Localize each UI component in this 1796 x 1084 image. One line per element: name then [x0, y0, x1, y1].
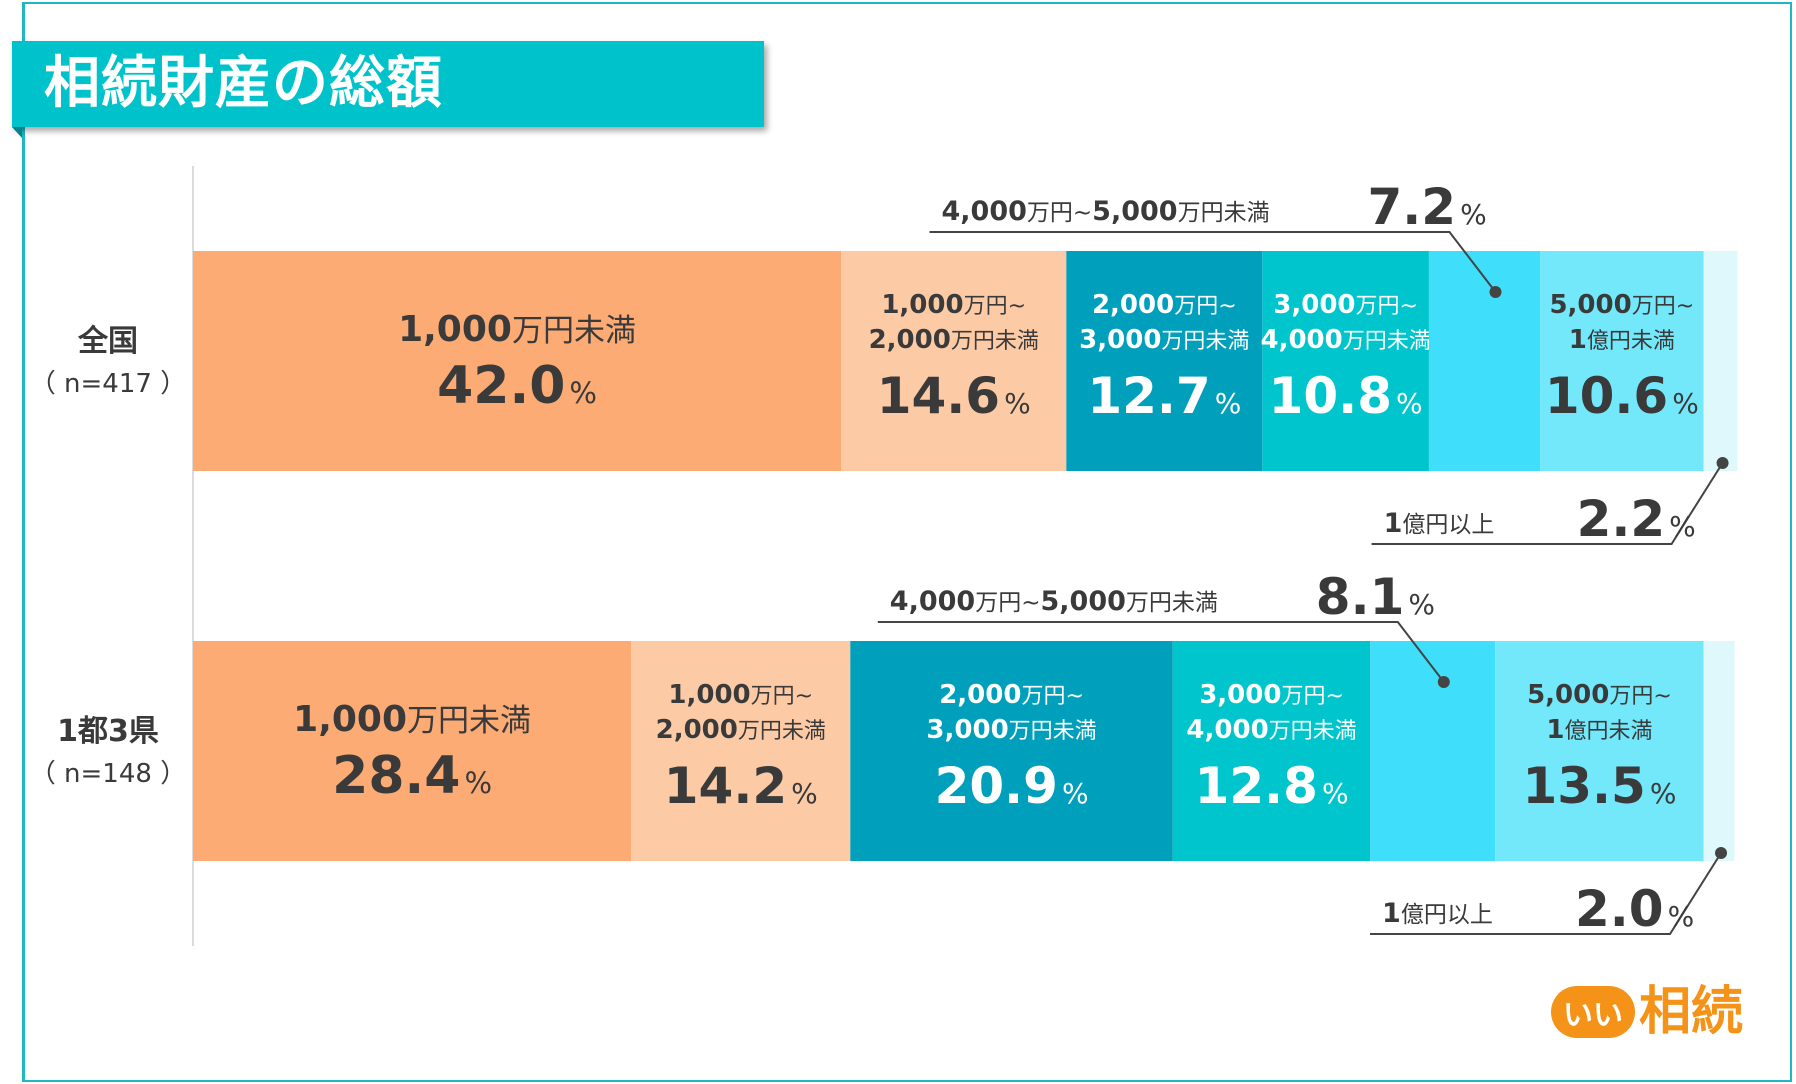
- segment-label: 5,000万円~: [1527, 680, 1672, 710]
- bar-segment: [1703, 251, 1738, 471]
- bar-segment: [1703, 641, 1735, 861]
- segment-label: 4,000万円未満: [1260, 325, 1430, 355]
- bar-segment: [850, 641, 1173, 861]
- callout-label: 1億円以上: [1382, 898, 1493, 929]
- callout-dot: [1437, 676, 1450, 688]
- segment-label: 4,000万円未満: [1186, 715, 1356, 745]
- callout-leader-line: [1370, 852, 1722, 935]
- segment-label: 2,000万円未満: [656, 715, 826, 745]
- callout-leader-line: [877, 621, 1445, 683]
- segment-label: 1,000万円~: [881, 290, 1026, 320]
- title-banner-fold: [12, 127, 22, 138]
- segment-label: 3,000万円~: [1199, 680, 1344, 710]
- segment-label: 3,000万円~: [1273, 290, 1418, 320]
- segment-value: 10.8%: [1269, 367, 1423, 425]
- segment-label: 5,000万円~: [1549, 290, 1694, 320]
- segment-label: 1億円未満: [1569, 325, 1675, 355]
- callout-value: 2.2%: [1577, 490, 1696, 548]
- segment-label: 3,000万円未満: [926, 715, 1096, 745]
- segment-label: 3,000万円未満: [1079, 325, 1249, 355]
- title-banner: [12, 41, 764, 127]
- segment-label: 1,000万円未満: [293, 699, 531, 740]
- bar-segment: [1172, 641, 1371, 861]
- segment-label: 1,000万円~: [668, 680, 813, 710]
- segment-value: 28.4%: [332, 746, 492, 806]
- segment-label: 1億円未満: [1546, 715, 1652, 745]
- bar-segment: [1262, 251, 1429, 471]
- segment-value: 20.9%: [935, 757, 1089, 815]
- segment-value: 42.0%: [437, 356, 597, 416]
- callout-value: 2.0%: [1575, 880, 1694, 938]
- callout-label: 4,000万円~5,000万円未満: [941, 196, 1269, 227]
- callout-dot: [1489, 286, 1502, 298]
- segment-value: 12.7%: [1087, 367, 1241, 425]
- category-label: 全国: [77, 324, 138, 359]
- bar-segment: [841, 251, 1067, 471]
- segment-label: 2,000万円~: [939, 680, 1084, 710]
- segment-label: 1,000万円未満: [398, 309, 636, 350]
- callout-label: 1億円以上: [1384, 508, 1495, 539]
- callout-leader-line: [929, 231, 1497, 293]
- segment-value: 14.6%: [877, 367, 1031, 425]
- callout-dot: [1715, 847, 1728, 859]
- segment-value: 13.5%: [1522, 757, 1676, 815]
- bar-segment: [1066, 251, 1263, 471]
- callout-value: 8.1%: [1316, 568, 1435, 626]
- callout-value: 7.2%: [1367, 178, 1486, 236]
- bar-segment: [193, 641, 632, 861]
- logo-text: 相続: [1639, 982, 1744, 1042]
- segment-value: 12.8%: [1195, 757, 1349, 815]
- bar-segment: [1495, 641, 1704, 861]
- category-label: 1都3県: [57, 714, 159, 749]
- callout-dot: [1716, 457, 1729, 469]
- bar-segment: [1370, 641, 1496, 861]
- logo-mark: いい: [1551, 986, 1635, 1038]
- category-sample-size: （ n=417 ）: [30, 369, 186, 399]
- category-sample-size: （ n=148 ）: [30, 759, 186, 789]
- segment-label: 2,000万円未満: [869, 325, 1039, 355]
- chart-title: 相続財産の総額: [44, 51, 443, 116]
- bar-segment: [1428, 251, 1541, 471]
- chart-frame: [22, 2, 1792, 1082]
- callout-label: 4,000万円~5,000万円未満: [890, 586, 1218, 617]
- bar-segment: [193, 251, 842, 471]
- segment-label: 2,000万円~: [1092, 290, 1237, 320]
- brand-logo: いい 相続: [1551, 980, 1743, 1044]
- bar-segment: [1540, 251, 1704, 471]
- bar-segment: [631, 641, 851, 861]
- segment-value: 10.6%: [1545, 367, 1699, 425]
- callout-leader-line: [1371, 462, 1724, 545]
- segment-value: 14.2%: [664, 757, 818, 815]
